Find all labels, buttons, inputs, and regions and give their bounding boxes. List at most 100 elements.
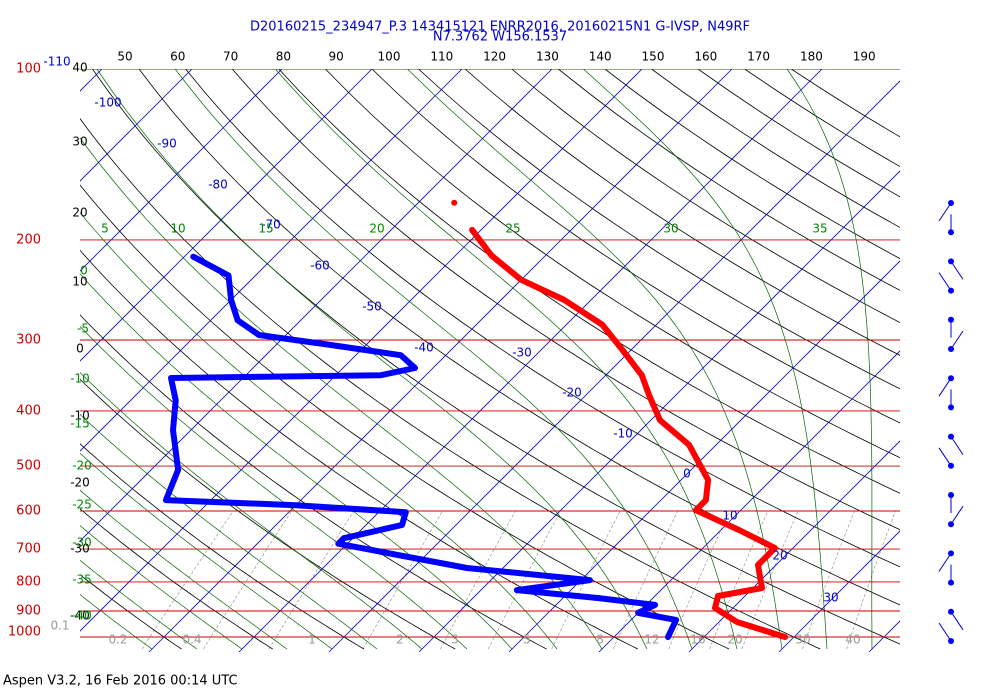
mixing-ratio-line [141,510,234,650]
pressure-label: 800 [16,574,41,589]
moist-adiabat-label: -5 [77,322,89,336]
moist-adiabat-label: 0 [80,264,88,278]
moist-adiabat-label: -40 [72,609,92,623]
moist-adiabat [80,559,198,650]
pressure-label: 700 [16,542,41,557]
dry-adiabat-label: 30 [72,135,87,149]
top-label: 140 [589,50,612,64]
isotherm [508,260,900,652]
barb-dot [948,492,954,498]
top-label: 170 [747,50,770,64]
isotherm-label: -50 [362,300,382,314]
dry-adiabat [651,69,900,228]
moist-adiabat [96,69,648,650]
moist-adiabat [174,69,693,650]
top-label: 100 [378,50,401,64]
isotherm [80,69,553,542]
chart-title: D20160215_234947_P.3 143415121 ENRR2016,… [250,20,750,35]
barb-staff [950,611,964,631]
chart-subtitle: N7.3762 W156.1537 [433,30,567,45]
isotherm-label: -70 [261,218,281,232]
barb-dot [948,462,954,469]
barb-dot [948,433,954,440]
mixing-ratio-label: 8 [596,633,604,647]
grid [80,69,1000,652]
dry-adiabat [697,69,900,198]
barb-staff [950,436,964,455]
mixing-ratio-line [440,510,516,650]
top-label: 90 [329,50,344,64]
moist-adiabat [275,69,738,650]
profile-line [451,199,788,640]
dry-adiabat [80,508,273,650]
mixing-ratio-line [362,510,443,650]
pressure-label: 200 [16,232,41,247]
dry-adiabat [418,69,900,390]
isotherm [868,620,900,652]
profile-line [162,253,680,640]
top-label: 130 [536,50,559,64]
moist-adiabat [80,273,513,650]
dry-adiabat [80,249,638,650]
barb-dot [948,579,954,586]
barb-dot [948,521,954,528]
moist-adiabat [80,372,423,650]
isotherm [328,80,900,652]
dry-adiabat [80,378,456,650]
pressure-label: 100 [16,62,41,77]
pressure-label: 500 [16,459,41,474]
mixing-ratio-label: 30 [795,633,810,647]
isotherm [148,69,733,652]
mixing-ratio-line [551,510,621,650]
barb-staff [938,377,952,397]
isotherm [959,69,1000,652]
barb-dot [948,287,954,294]
dry-adiabat [185,69,900,568]
dry-adiabat [325,69,900,459]
dry-adiabat [511,69,900,324]
mixing-ratio-line [612,510,679,650]
moist-adiabat-label: 30 [663,222,678,236]
caption: Aspen V3.2, 16 Feb 2016 00:14 UTC [3,674,238,689]
dry-adiabat [464,69,900,356]
top-label: 50 [117,50,132,64]
moist-adiabat [80,525,243,650]
isotherm-label: -30 [512,346,532,360]
pressure-label: 900 [16,604,41,619]
barb-dot [948,258,954,265]
mixing-ratio-line [741,510,799,650]
top-label: 190 [853,50,876,64]
isotherm-label: 10 [722,509,737,523]
barb-staff [950,330,964,350]
dry-adiabat [138,69,900,606]
moist-adiabat-label: 5 [101,222,109,236]
mixing-ratio-label: 40 [845,633,860,647]
top-label: 60 [170,50,185,64]
barb-dot [948,404,954,411]
barb-dot [948,638,954,644]
moist-adiabat-label: 20 [369,222,384,236]
top-label: 160 [694,50,717,64]
isotherm [80,69,373,362]
top-label: 110 [430,50,453,64]
isotherm-label: -110 [43,55,70,69]
dry-adiabat-label: 0 [76,342,84,356]
moist-adiabat [80,211,558,650]
barb-dot [948,346,954,352]
isotherm [80,69,643,632]
mixing-ratio-label: 0.4 [182,633,201,647]
dry-adiabat [80,574,182,650]
isotherm-label: -20 [562,386,582,400]
mixing-ratio-line [487,510,561,650]
moist-adiabat [80,489,288,650]
moist-adiabat-label: -25 [72,498,92,512]
moist-adiabat-label: 35 [812,222,827,236]
dry-adiabat-label: 10 [72,275,87,289]
isotherm-label: 0 [683,467,691,481]
moist-adiabat [80,594,153,650]
isotherm [418,170,900,652]
mixing-ratio-line [668,510,730,650]
dry-adiabat-label: -30 [70,542,90,556]
barb-staff [950,505,964,525]
